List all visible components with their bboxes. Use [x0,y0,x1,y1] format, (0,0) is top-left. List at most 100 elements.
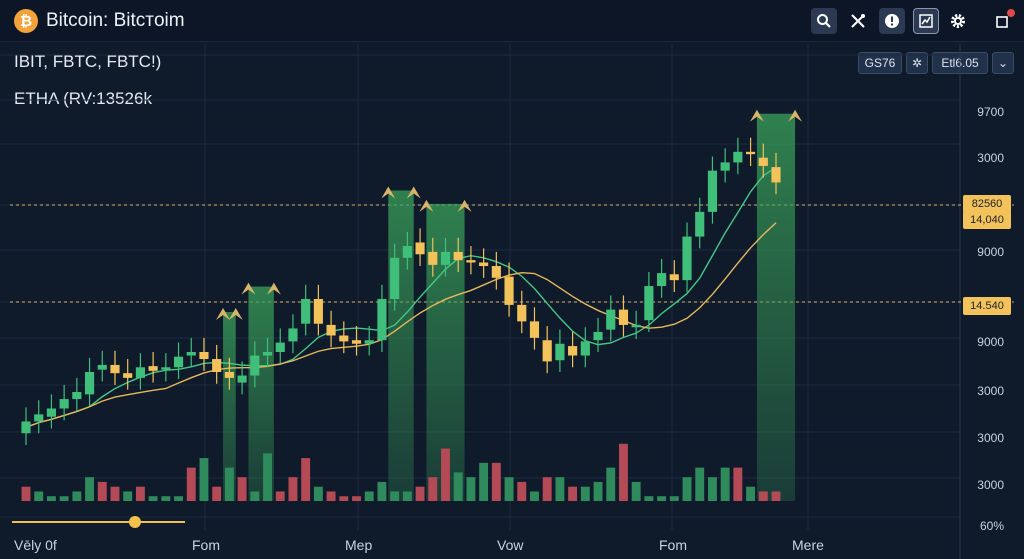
candle-body [758,157,768,166]
search-button[interactable] [811,8,837,34]
candle-body [59,399,69,409]
interval-pill[interactable]: GS76 [858,52,902,74]
volume-bar [644,496,654,501]
volume-bar [504,477,514,501]
x-label: Fom [659,537,687,553]
candle-body [250,355,260,376]
volume-bar [59,496,69,501]
candle-body [84,372,95,395]
candle-body [110,364,120,374]
drawing-tools-button[interactable] [845,8,871,34]
volume-bar [606,467,616,501]
volume-bar [288,477,298,501]
breakout-arrow-icon [457,199,472,212]
volume-bar [212,486,222,501]
volume-bar [746,486,756,501]
candle-body [707,170,718,212]
candle-body [377,299,387,341]
y-label: 3000 [977,384,1004,398]
volume-bar [453,472,463,501]
volume-bar [97,481,107,501]
candle-body [606,309,616,330]
breakout-arrow-icon [241,282,256,295]
tools-icon [851,14,865,28]
window-icon [996,16,1008,28]
volume-bar [402,491,412,501]
volume-bar [326,491,336,501]
new-window-button[interactable] [990,8,1016,34]
candle-body [262,351,273,356]
indicators-button[interactable] [913,8,939,34]
volume-bar [148,496,158,501]
candle-body [644,286,654,321]
alert-button[interactable] [879,8,905,34]
dropdown-button[interactable]: ⌄ [992,52,1014,74]
x-label: Fom [192,537,220,553]
candle-body [580,341,590,356]
y-label: 9700 [977,105,1004,119]
candle-body [364,340,374,344]
volume-bar [669,496,679,501]
breakout-arrow-icon [228,308,243,320]
y-label: 9000 [977,245,1004,259]
candle-body [275,342,285,352]
timeline-handle [129,516,141,528]
candle-body [746,151,756,155]
indicator-icon [919,14,933,28]
volume-bar [657,496,667,501]
candle-body [631,324,641,328]
volume-bar [555,477,565,501]
volume-bar [364,491,374,501]
top-bar: ₿ Bitcoin: Bitcтoim [0,0,1024,42]
subticker-info: ETHA (RV:13526k [14,89,152,108]
candle-body [720,162,730,171]
volume-bar [720,467,730,501]
price-tag-upper-2: 14,040 [963,211,1011,229]
volume-bar [135,486,145,501]
candle-body [402,246,412,258]
volume-bar [491,462,501,501]
volume-bar [123,491,133,501]
volume-bar [352,496,361,501]
breakout-arrow-icon [216,308,231,320]
candle-body [771,167,781,183]
candle-body [148,366,158,371]
moving-average-slow [25,222,777,428]
candle-body [288,328,298,342]
volume-bar [517,481,527,501]
volume-bar [199,458,209,501]
candle-body [479,262,489,267]
volume-bar [428,477,438,501]
candle-body [224,372,234,378]
volume-bar [390,491,400,501]
bitcoin-logo-icon: ₿ [14,9,38,33]
candle-body [135,367,145,378]
candle-body [669,274,679,281]
settings-button[interactable] [945,8,971,34]
candle-body [568,346,578,356]
compare-button[interactable]: ✲ [906,52,928,74]
moving-average-fast [25,166,777,428]
candle-body [529,321,540,338]
candle-body [682,236,692,281]
candle-body [428,251,438,265]
volume-bar [110,486,120,501]
x-label: Mere [792,537,824,553]
volume-bar [619,443,628,501]
volume-bar [21,486,31,501]
volume-bar [530,491,539,501]
candle-body [313,299,323,324]
candle-body [733,151,743,163]
search-icon [817,14,831,28]
candle-body [466,260,476,263]
candle-body [695,211,705,237]
highlight-zone [223,312,236,501]
notification-dot [1007,9,1015,17]
candle-body [517,304,527,322]
candle-body [453,251,463,261]
volume-bar [85,477,95,501]
volume-bar [593,481,603,501]
x-label: Mep [345,537,373,553]
highlight-zone [388,190,414,501]
